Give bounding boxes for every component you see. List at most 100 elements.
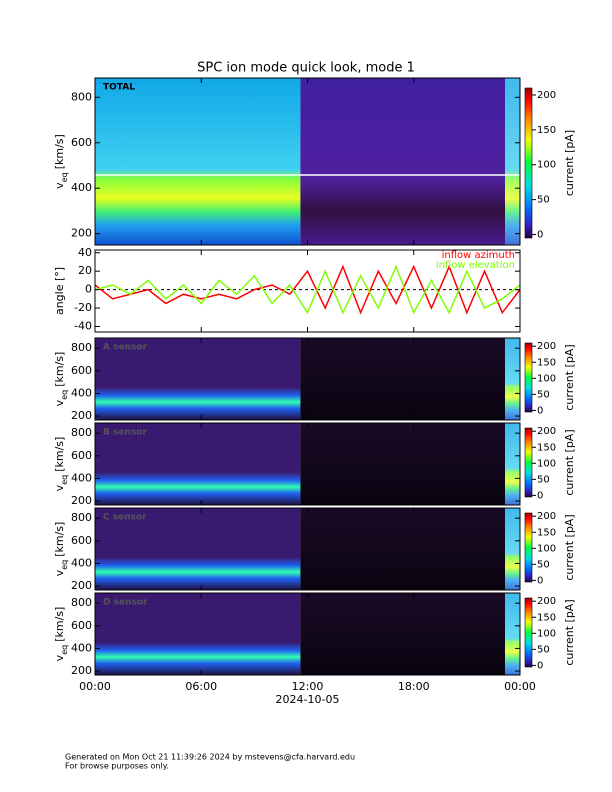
- colorbar-label: current [pA]: [563, 130, 576, 196]
- spectrogram: [95, 78, 301, 245]
- colorbar-tick-label: 200: [537, 341, 556, 352]
- y-tick-label: 400: [71, 181, 92, 194]
- colorbar: [524, 342, 533, 413]
- panel-label: A sensor: [103, 343, 148, 353]
- y-tick-label: 800: [71, 511, 92, 524]
- angle-line: [94, 264, 521, 315]
- panel-label: B sensor: [103, 428, 147, 438]
- y-tick-label: -40: [74, 319, 92, 332]
- colorbar-tick-label: 200: [537, 596, 556, 607]
- x-tick-label: 00:00: [79, 680, 111, 693]
- spectrogram: [300, 508, 505, 590]
- y-axis-label-part: v: [53, 484, 66, 491]
- y-tick-label: 200: [71, 664, 92, 677]
- colorbar: [524, 427, 533, 498]
- y-tick-label: 600: [71, 136, 92, 149]
- panel-label: TOTAL: [103, 83, 135, 93]
- y-axis-label: veq [km/s]: [53, 134, 69, 189]
- y-axis-label-sub: eq: [60, 645, 69, 655]
- x-tick-label: 12:00: [292, 680, 324, 693]
- spectrogram: [505, 593, 520, 675]
- y-tick-label: 800: [71, 90, 92, 103]
- colorbar-tick-label: 200: [537, 511, 556, 522]
- colorbar-tick-label: 150: [537, 527, 556, 538]
- y-tick-label: 600: [71, 619, 92, 632]
- colorbar-tick-label: 0: [537, 490, 543, 501]
- y-tick-label: 40: [78, 246, 92, 259]
- y-axis-label-unit: [km/s]: [53, 522, 66, 557]
- y-tick-label: 600: [71, 534, 92, 547]
- y-tick-label: 200: [71, 579, 92, 592]
- colorbar-tick-label: 0: [537, 405, 543, 416]
- spectrogram: [300, 593, 505, 675]
- colorbar-tick-label: 100: [537, 160, 556, 171]
- colorbar-label: current [pA]: [563, 599, 576, 665]
- x-axis-label: 2024-10-05: [276, 693, 340, 706]
- legend-entry: inflow elevation: [436, 260, 515, 271]
- y-axis-label-unit: [km/s]: [53, 134, 66, 169]
- y-tick-label: 800: [71, 426, 92, 439]
- y-tick-label: 400: [71, 386, 92, 399]
- spectrogram: [505, 508, 520, 590]
- y-tick-label: 200: [71, 227, 92, 240]
- y-axis-label-part: v: [53, 654, 66, 661]
- y-axis-label: veq [km/s]: [53, 607, 69, 662]
- y-axis-label-part: v: [53, 182, 66, 189]
- y-axis-label-sub: eq: [60, 172, 69, 182]
- colorbar-tick-label: 200: [537, 426, 556, 437]
- y-tick-label: 800: [71, 596, 92, 609]
- y-axis-label: veq [km/s]: [53, 437, 69, 492]
- y-tick-label: 400: [71, 471, 92, 484]
- colorbar-tick-label: 50: [537, 195, 550, 206]
- spectrogram: [300, 78, 505, 245]
- y-tick-label: 200: [71, 409, 92, 422]
- spectrogram: [505, 423, 520, 505]
- colorbar-label: current [pA]: [563, 344, 576, 410]
- spectrogram: [505, 78, 520, 245]
- spectrogram: [95, 508, 301, 590]
- y-axis-label-sub: eq: [60, 475, 69, 485]
- y-tick-label: 200: [71, 494, 92, 507]
- y-axis-label-part: v: [53, 399, 66, 406]
- y-axis-label-part: v: [53, 569, 66, 576]
- colorbar-tick-label: 150: [537, 442, 556, 453]
- chart-title: SPC ion mode quick look, mode 1: [197, 61, 415, 76]
- y-axis-label: angle [°]: [53, 267, 66, 315]
- colorbar-tick-label: 100: [537, 543, 556, 554]
- y-axis-label: veq [km/s]: [53, 522, 69, 577]
- colorbar-tick-label: 50: [537, 559, 550, 570]
- spectrogram: [95, 423, 301, 505]
- colorbar: [524, 87, 533, 239]
- spectrogram: [95, 338, 301, 420]
- angle-line: [94, 264, 521, 315]
- x-tick-label: 18:00: [398, 680, 430, 693]
- y-tick-label: 600: [71, 449, 92, 462]
- spectrogram: [95, 593, 301, 675]
- footer-line: For browse purposes only.: [65, 762, 169, 771]
- colorbar-tick-label: 50: [537, 644, 550, 655]
- y-axis-label-sub: eq: [60, 560, 69, 570]
- y-axis-label-unit: [km/s]: [53, 437, 66, 472]
- colorbar-tick-label: 0: [537, 230, 543, 241]
- colorbar-tick-label: 50: [537, 389, 550, 400]
- colorbar-tick-label: 0: [537, 575, 543, 586]
- legend-entry: inflow azimuth: [442, 250, 515, 261]
- x-tick-label: 00:00: [504, 680, 536, 693]
- y-tick-label: 20: [78, 264, 92, 277]
- colorbar-tick-label: 100: [537, 373, 556, 384]
- colorbar-tick-label: 150: [537, 357, 556, 368]
- y-tick-label: 600: [71, 364, 92, 377]
- colorbar-label: current [pA]: [563, 514, 576, 580]
- y-axis-label-sub: eq: [60, 390, 69, 400]
- y-tick-label: 400: [71, 556, 92, 569]
- y-axis-label: veq [km/s]: [53, 352, 69, 407]
- y-tick-label: 400: [71, 641, 92, 654]
- colorbar-tick-label: 50: [537, 474, 550, 485]
- panel-label: C sensor: [103, 513, 147, 523]
- colorbar: [524, 597, 533, 668]
- colorbar-tick-label: 100: [537, 628, 556, 639]
- colorbar-tick-label: 150: [537, 612, 556, 623]
- colorbar-tick-label: 200: [537, 90, 556, 101]
- spectrogram: [300, 338, 505, 420]
